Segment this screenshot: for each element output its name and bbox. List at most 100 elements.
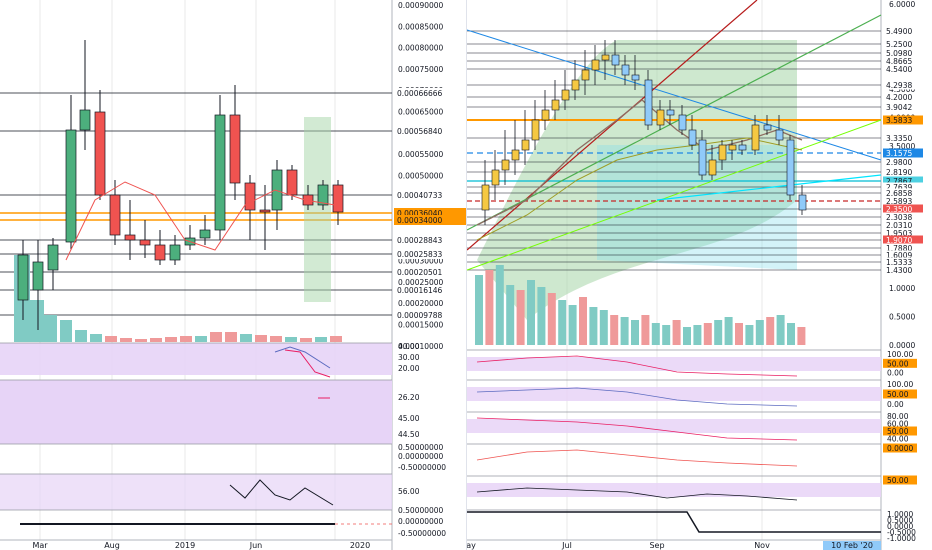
time-label: 2020 bbox=[350, 541, 370, 550]
candle bbox=[738, 144, 747, 151]
level-tag-label: 0.00028843 bbox=[397, 236, 443, 245]
indicator-scale-label: 45.00 bbox=[398, 414, 420, 423]
volume-bar bbox=[44, 315, 57, 342]
trend-line bbox=[467, 14, 882, 231]
level-tag-label: 0.00066666 bbox=[397, 89, 443, 98]
indicator-scale-label: 56.00 bbox=[398, 487, 420, 496]
volume-bar bbox=[766, 317, 775, 345]
level-tag-label: 2.3038 bbox=[886, 213, 912, 222]
level-tag bbox=[883, 443, 917, 453]
candle bbox=[621, 64, 630, 76]
indicator-scale-label: 0.50000000 bbox=[398, 506, 444, 515]
volume-bar bbox=[693, 325, 702, 345]
level-tag bbox=[883, 56, 923, 66]
volume-bar bbox=[506, 285, 515, 345]
price-scale-label: 4.5000 bbox=[889, 85, 915, 94]
volume-bar bbox=[579, 297, 587, 345]
level-tag-label: 1.9503 bbox=[886, 229, 912, 238]
volume-bar bbox=[568, 305, 577, 345]
indicator-scale-label: 40.00 bbox=[398, 342, 420, 351]
candle bbox=[501, 159, 510, 171]
level-tag bbox=[394, 249, 466, 259]
level-tag-label: 2.3500 bbox=[886, 205, 912, 214]
candle bbox=[718, 144, 727, 161]
date-tag bbox=[823, 541, 881, 550]
indicator-scale-label: -1.0000 bbox=[887, 534, 916, 543]
indicator-scale-label: 0.00000000 bbox=[398, 517, 444, 526]
level-tag-label: 1.7880 bbox=[886, 244, 912, 253]
candle bbox=[491, 169, 500, 186]
volume-bar bbox=[537, 287, 546, 345]
level-tag bbox=[394, 235, 466, 245]
candle bbox=[541, 109, 550, 121]
price-scale-label: 0.00085000 bbox=[398, 22, 444, 31]
price-scale-label: 0.00055000 bbox=[398, 150, 444, 159]
level-tag bbox=[883, 80, 923, 90]
level-tag-label: 0.00034000 bbox=[397, 216, 443, 225]
volume-bar bbox=[599, 310, 608, 345]
level-tag-label: 2.8190 bbox=[886, 168, 912, 177]
candle bbox=[666, 109, 675, 116]
level-tag bbox=[883, 228, 923, 238]
level-tag bbox=[883, 64, 923, 74]
level-tag bbox=[394, 88, 466, 98]
candle bbox=[728, 144, 737, 151]
volume-bar bbox=[195, 336, 207, 342]
right-chart-canvas[interactable]: 6.00005.50005.00004.50004.00003.50003.00… bbox=[467, 0, 932, 550]
candle bbox=[551, 99, 560, 111]
candle bbox=[644, 79, 653, 126]
level-tag bbox=[883, 133, 923, 143]
volume-bar bbox=[150, 338, 162, 342]
level-tag-label: 3.1575 bbox=[886, 149, 912, 158]
level-tag-label: 1.4300 bbox=[886, 266, 912, 275]
level-tag bbox=[883, 212, 923, 222]
volume-bar bbox=[703, 323, 712, 345]
volume-bar bbox=[672, 320, 681, 345]
level-tag-label: 2.0310 bbox=[886, 221, 912, 230]
level-tag bbox=[394, 267, 466, 277]
indicator-scale-label: 44.50 bbox=[398, 430, 420, 439]
candle bbox=[169, 244, 181, 261]
price-scale-label: 6.0000 bbox=[889, 0, 915, 9]
level-tag-label: 4.2000 bbox=[886, 93, 912, 102]
left-chart-canvas[interactable]: 0.00090000 0.00085000 0.00080000 0.00075000… bbox=[0, 0, 466, 550]
candle bbox=[688, 129, 697, 146]
volume-bar bbox=[516, 290, 525, 345]
level-tag-label: 5.0980 bbox=[886, 49, 912, 58]
level-tag bbox=[883, 182, 923, 192]
candle bbox=[32, 261, 44, 291]
level-tag bbox=[883, 220, 923, 230]
level-tag-label: 3.5833 bbox=[886, 116, 912, 125]
price-scale-label: 1.0000 bbox=[889, 284, 915, 293]
volume-bar bbox=[558, 300, 567, 345]
level-tag-label: 0.00020501 bbox=[397, 268, 443, 277]
candle bbox=[65, 129, 77, 243]
trend-line bbox=[467, 29, 882, 161]
level-tag-label: 1.6009 bbox=[886, 251, 912, 260]
candle bbox=[511, 149, 520, 161]
cloud-band-cyan bbox=[597, 145, 797, 270]
volume-bar bbox=[755, 320, 764, 345]
time-label: ay bbox=[467, 541, 476, 550]
level-tag bbox=[883, 26, 923, 36]
level-tag-label: 2.5893 bbox=[886, 197, 912, 206]
left-chart-panel[interactable]: 0.00090000 0.00085000 0.00080000 0.00075000… bbox=[0, 0, 466, 550]
indicator-scale-label: 30.00 bbox=[398, 353, 420, 362]
indicator-scale-label: 0.00 bbox=[887, 400, 904, 409]
candle bbox=[751, 124, 760, 151]
candle bbox=[317, 184, 329, 206]
volume-bar bbox=[105, 336, 117, 342]
level-tag bbox=[883, 92, 923, 102]
right-chart-panel[interactable]: 6.00005.50005.00004.50004.00003.50003.00… bbox=[466, 0, 932, 550]
price-scale-label: 0.00050000 bbox=[398, 171, 444, 180]
indicator-line bbox=[476, 487, 798, 501]
volume-bar bbox=[714, 320, 723, 345]
volume-bar bbox=[180, 336, 192, 342]
candle bbox=[631, 74, 640, 81]
level-tag bbox=[394, 215, 466, 225]
volume-bar bbox=[735, 323, 743, 345]
moving-average-line bbox=[65, 181, 336, 261]
price-scale-label: 0.00080000 bbox=[398, 44, 444, 53]
volume-bar bbox=[330, 336, 342, 342]
volume-bar bbox=[651, 323, 660, 345]
